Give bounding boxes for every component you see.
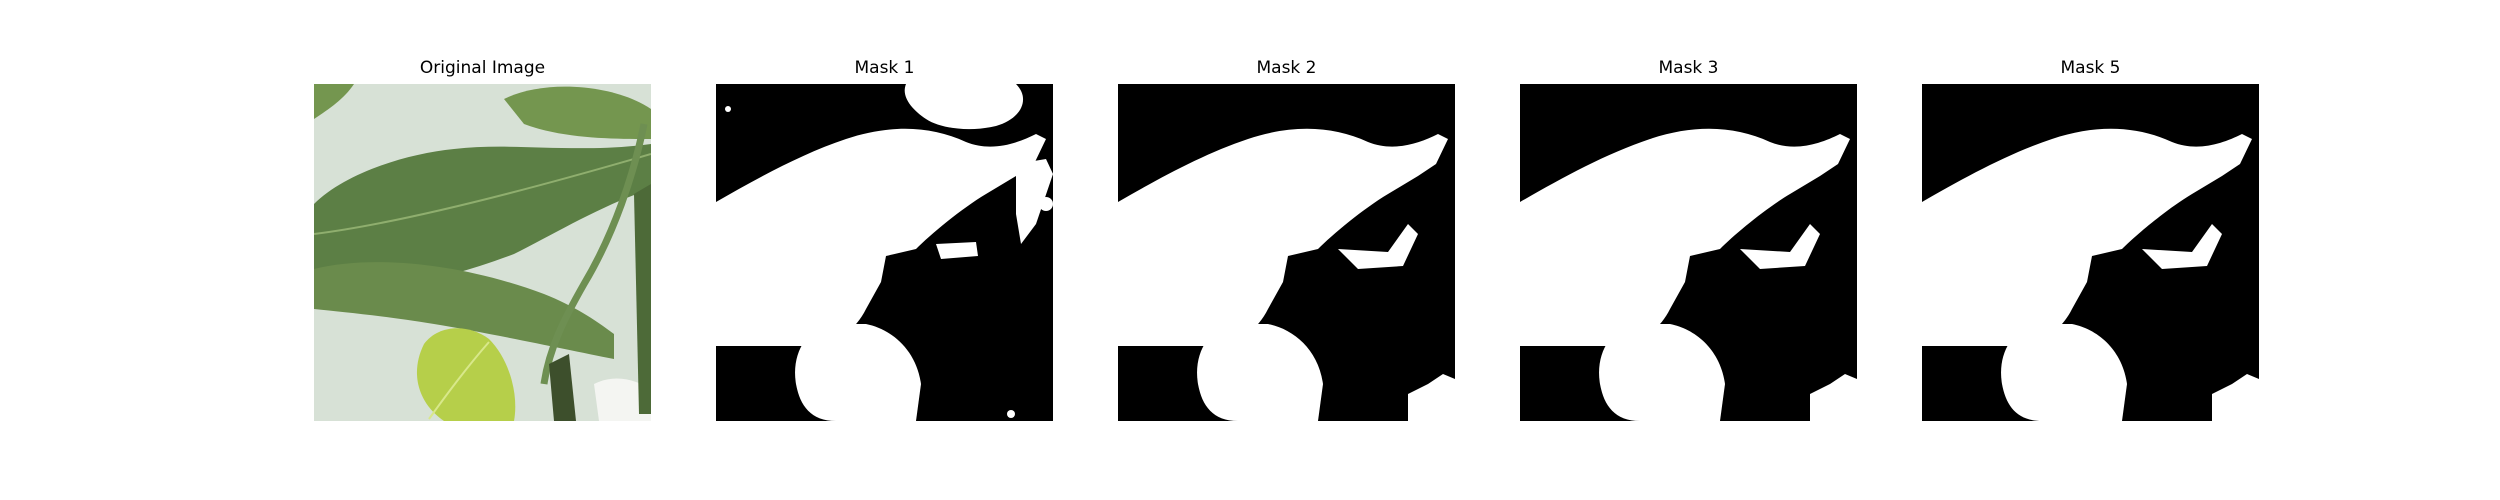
mask-1-image xyxy=(716,84,1053,421)
panel-title: Mask 3 xyxy=(1658,58,1719,78)
panel-title: Mask 5 xyxy=(2060,58,2121,78)
original-photo xyxy=(314,84,651,421)
panel-title: Original Image xyxy=(419,58,546,78)
panel-title: Mask 2 xyxy=(1256,58,1317,78)
panel-title: Mask 1 xyxy=(854,58,915,78)
mask-5-image xyxy=(1922,84,2259,421)
mask-3-image xyxy=(1520,84,1857,421)
mask-2-image xyxy=(1118,84,1455,421)
